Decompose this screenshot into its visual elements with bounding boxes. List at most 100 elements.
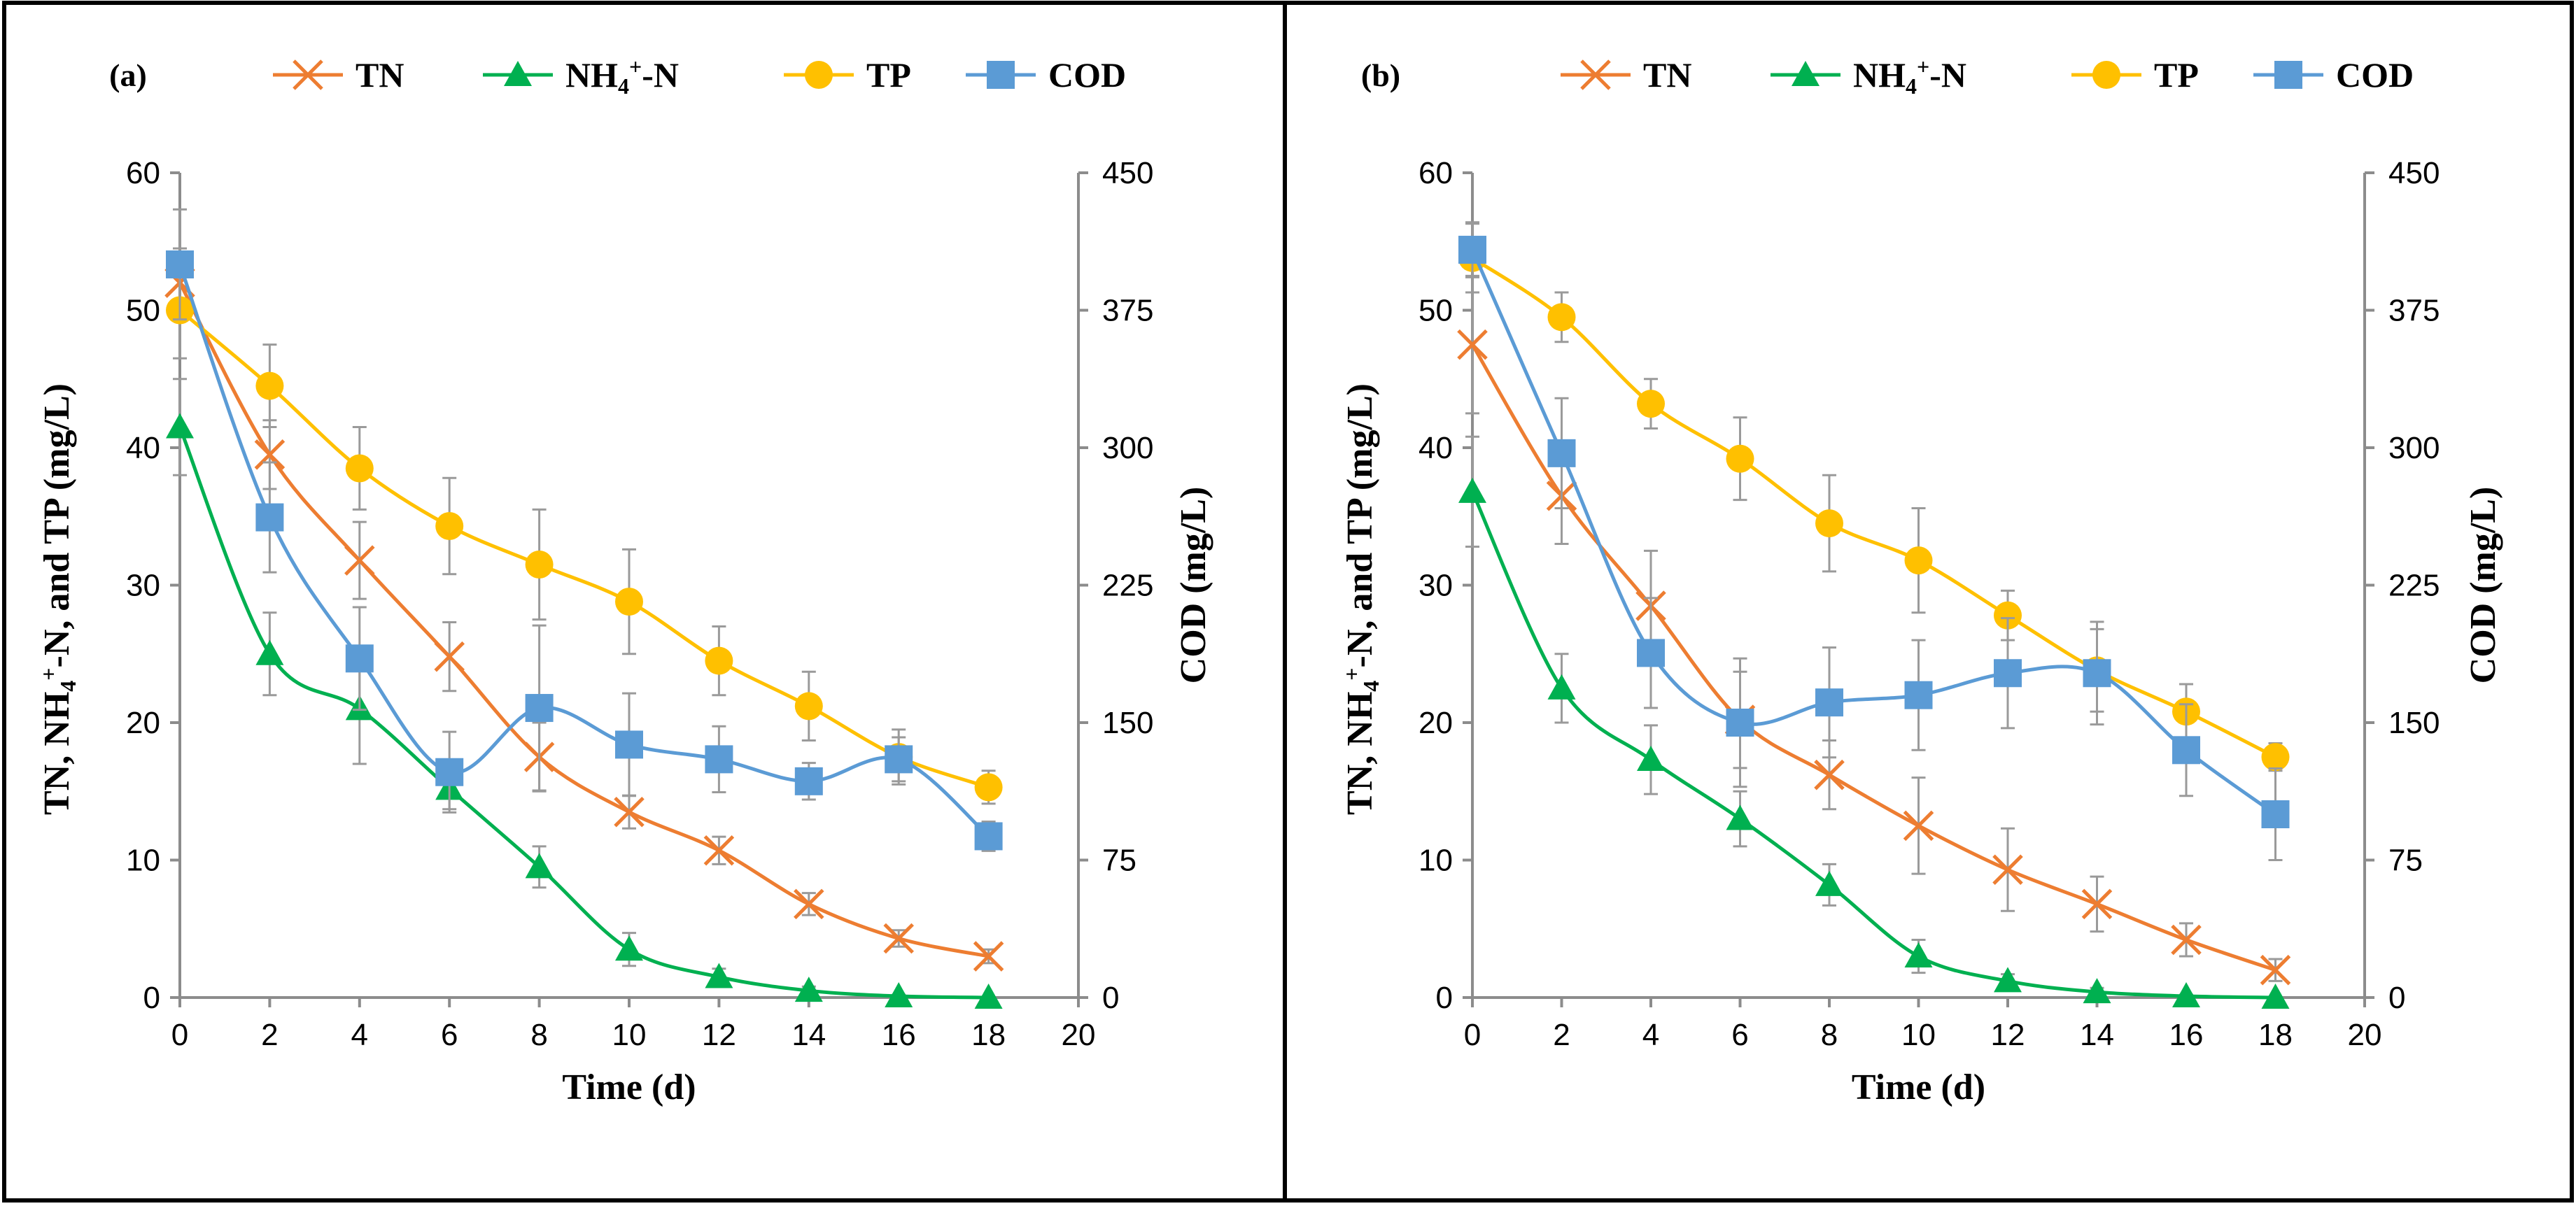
x-tick-label: 20 bbox=[1062, 1018, 1096, 1052]
data-point bbox=[885, 745, 913, 774]
legend-label: TP bbox=[866, 55, 911, 94]
legend-marker bbox=[987, 61, 1015, 89]
data-point bbox=[1815, 870, 1843, 896]
y-tick-label: 10 bbox=[1419, 844, 1453, 878]
x-tick-label: 18 bbox=[971, 1018, 1006, 1052]
x-tick-label: 16 bbox=[882, 1018, 916, 1052]
data-point bbox=[2261, 984, 2290, 1009]
data-point-stroke-2 bbox=[254, 439, 286, 470]
data-point bbox=[2083, 978, 2111, 1004]
y-tick-label: 20 bbox=[126, 706, 160, 740]
data-point bbox=[1903, 810, 1934, 842]
data-point bbox=[794, 977, 823, 1002]
x-tick-label: 0 bbox=[1464, 1018, 1481, 1052]
data-point bbox=[1726, 709, 1754, 737]
data-point-stroke-2 bbox=[883, 923, 914, 954]
data-point bbox=[434, 641, 465, 672]
legend-marker bbox=[805, 61, 833, 89]
panel-a: 0 2 4 6 8 10 12 14 16 18 2001020304050600751502253… bbox=[36, 54, 1213, 1107]
data-point bbox=[1547, 674, 1576, 700]
series-cod bbox=[166, 208, 1003, 852]
y2-axis-title: COD (mg/L) bbox=[1174, 487, 1213, 684]
y-tick-label: 30 bbox=[1419, 569, 1453, 603]
data-point bbox=[344, 545, 375, 576]
data-point bbox=[974, 773, 1003, 802]
data-point bbox=[1815, 688, 1843, 717]
legend-label: COD bbox=[1048, 55, 1126, 94]
series-line bbox=[1470, 343, 2276, 972]
data-point bbox=[794, 692, 823, 721]
series-nh4-n bbox=[166, 378, 1003, 1009]
data-point-stroke-2 bbox=[794, 888, 824, 920]
data-point-stroke-2 bbox=[973, 941, 1004, 972]
data-point-stroke-2 bbox=[344, 545, 375, 576]
data-point bbox=[615, 730, 643, 759]
y2-tick-label: 300 bbox=[2388, 431, 2440, 465]
data-point-stroke-2 bbox=[2171, 924, 2202, 956]
data-point bbox=[1994, 601, 2022, 630]
y2-tick-label: 225 bbox=[1102, 569, 1153, 603]
x-tick-label: 20 bbox=[2348, 1018, 2382, 1052]
y-tick-label: 10 bbox=[126, 844, 160, 878]
y2-tick-label: 75 bbox=[1102, 844, 1136, 878]
legend-item-cod: COD bbox=[966, 55, 1126, 94]
legend-item-tp: TP bbox=[2071, 55, 2199, 94]
legend-marker bbox=[2092, 61, 2120, 89]
panel-b-frame bbox=[1283, 1, 2574, 1203]
data-point bbox=[2172, 982, 2200, 1008]
y2-tick-label: 450 bbox=[2388, 156, 2440, 190]
y-tick-label: 60 bbox=[126, 156, 160, 190]
y-tick-label: 40 bbox=[126, 431, 160, 465]
data-point bbox=[254, 439, 286, 470]
data-point bbox=[2083, 659, 2111, 688]
x-tick-label: 6 bbox=[441, 1018, 458, 1052]
y-tick-label: 0 bbox=[1436, 981, 1453, 1015]
data-point bbox=[435, 758, 464, 786]
data-point bbox=[883, 923, 914, 954]
data-point-stroke-2 bbox=[2260, 954, 2291, 986]
data-point bbox=[1458, 477, 1486, 503]
data-point bbox=[255, 503, 284, 532]
data-point-stroke-2 bbox=[434, 641, 465, 672]
y2-tick-label: 225 bbox=[2388, 569, 2440, 603]
data-point bbox=[525, 694, 554, 723]
y-tick-label: 20 bbox=[1419, 706, 1453, 740]
data-point bbox=[1992, 854, 2023, 886]
data-point bbox=[1904, 942, 1933, 968]
data-point bbox=[974, 984, 1003, 1009]
y-axis-title: TN, NH4+-N, and TP (mg/L) bbox=[1339, 383, 1384, 815]
legend-label: COD bbox=[2336, 55, 2414, 94]
legend-item-cod: COD bbox=[2253, 55, 2414, 94]
x-tick-label: 14 bbox=[791, 1018, 826, 1052]
data-point bbox=[435, 512, 464, 541]
y2-tick-label: 150 bbox=[1102, 706, 1153, 740]
legend-item-tn: TN bbox=[1561, 55, 1691, 94]
y2-tick-label: 0 bbox=[1102, 981, 1119, 1015]
data-point bbox=[1815, 509, 1843, 538]
series-nh4-n bbox=[1458, 435, 2290, 1009]
series-tn bbox=[164, 247, 1004, 972]
series-line bbox=[178, 282, 990, 958]
data-point bbox=[1726, 804, 1754, 830]
legend-marker-stroke-2 bbox=[1580, 59, 1611, 90]
series-line bbox=[178, 308, 990, 789]
x-axis-title: Time (d) bbox=[1852, 1067, 1985, 1107]
data-point bbox=[2171, 924, 2202, 956]
y2-tick-label: 375 bbox=[1102, 294, 1153, 328]
x-tick-label: 4 bbox=[351, 1018, 368, 1052]
data-point-stroke-2 bbox=[1457, 329, 1488, 360]
data-point bbox=[166, 413, 194, 439]
data-point-stroke-2 bbox=[1992, 854, 2023, 886]
x-tick-label: 10 bbox=[612, 1018, 647, 1052]
data-point bbox=[614, 796, 645, 828]
legend-marker bbox=[504, 61, 532, 86]
y2-axis-title: COD (mg/L) bbox=[2463, 487, 2503, 684]
y2-tick-label: 300 bbox=[1102, 431, 1153, 465]
y2-tick-label: 75 bbox=[2388, 844, 2423, 878]
data-point bbox=[705, 745, 733, 774]
y2-tick-label: 450 bbox=[1102, 156, 1153, 190]
legend-item-nh4-n: NH4+-N bbox=[483, 54, 679, 99]
data-point bbox=[1457, 329, 1488, 360]
data-point bbox=[1904, 546, 1933, 575]
